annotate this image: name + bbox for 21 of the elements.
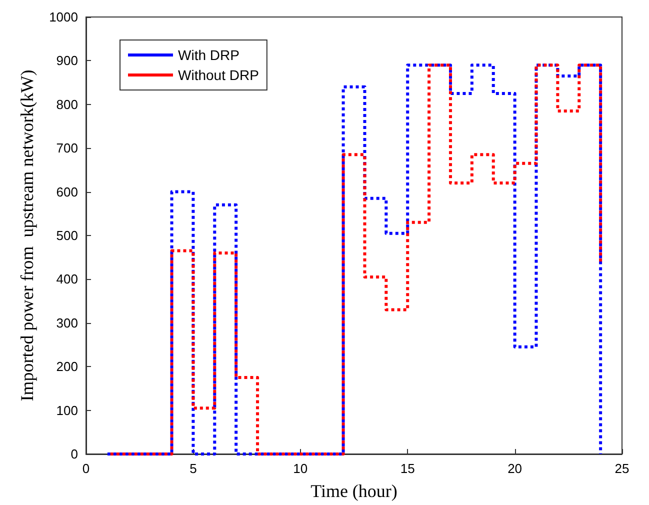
x-tick-label: 10 xyxy=(293,461,308,476)
y-tick-label: 100 xyxy=(56,402,78,418)
y-tick-label: 500 xyxy=(56,228,78,243)
y-tick-label: 1000 xyxy=(49,10,78,24)
x-tick-label: 15 xyxy=(400,461,415,476)
y-tick-label: 400 xyxy=(56,272,78,287)
x-tick-label: 0 xyxy=(82,461,90,476)
y-tick-label: 200 xyxy=(56,359,78,374)
y-tick-label: 300 xyxy=(56,315,78,330)
legend-label: Without DRP xyxy=(178,67,259,83)
x-axis-title: Time (hour) xyxy=(310,481,398,501)
y-axis-title: Imported power from upstream network(kW) xyxy=(17,70,37,402)
y-tick-label: 700 xyxy=(56,140,78,156)
legend-label: With DRP xyxy=(178,47,240,63)
x-tick-label: 5 xyxy=(190,461,197,476)
y-tick-label: 800 xyxy=(56,96,78,112)
x-tick-label: 25 xyxy=(614,461,630,476)
y-tick-label: 600 xyxy=(56,184,78,200)
x-tick-label: 20 xyxy=(508,461,522,476)
y-tick-label: 900 xyxy=(56,53,78,68)
y-tick-label: 0 xyxy=(70,446,78,462)
